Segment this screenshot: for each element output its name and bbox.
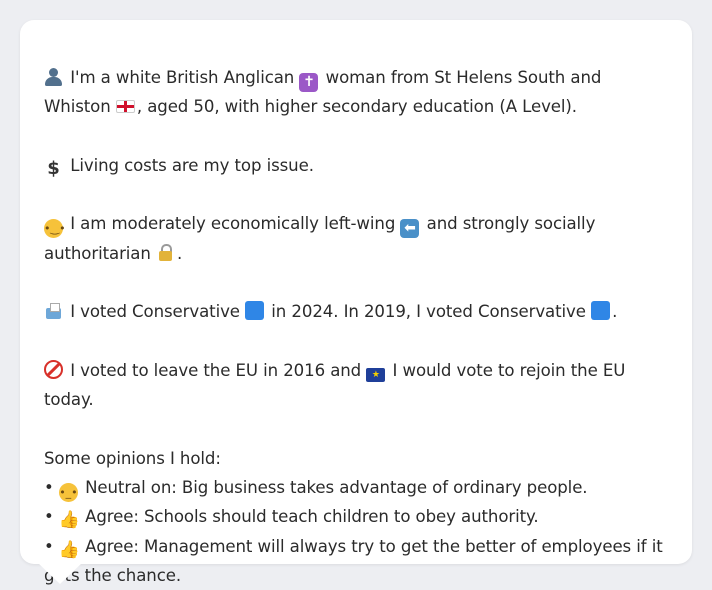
speech-bubble-tail (38, 563, 82, 584)
opinion-text: Agree: Schools should teach children to … (85, 507, 539, 527)
intro-text-b: woman from St Helens South and Whiston (44, 68, 602, 117)
intro-text-c: , aged 50, with higher secondary educati… (136, 97, 577, 117)
ideology-text-b: and strongly socially authoritarian (44, 214, 596, 263)
latin-cross-icon: ✝ (299, 73, 319, 92)
thinking-face-icon: •‿• (44, 219, 66, 239)
opinion-text: Neutral on: Big business takes advantage… (85, 478, 588, 498)
ideology-paragraph: •‿• I am moderately economically left-wi… (44, 209, 668, 268)
blue-square-icon (591, 301, 611, 321)
brexit-paragraph: I voted to leave the EU in 2016 and ★ I … (44, 356, 668, 415)
thumbs-up-icon: 👍 (58, 539, 80, 560)
thumbs-up-icon: 👍 (58, 510, 80, 531)
intro-paragraph: I'm a white British Anglican ✝ woman fro… (44, 63, 668, 122)
left-arrow-icon: ⬅ (400, 219, 420, 239)
brexit-text-a: I voted to leave the EU in 2016 and (70, 360, 362, 380)
votes-paragraph: I voted Conservative in 2024. In 2019, I… (44, 297, 668, 326)
neutral-face-icon: •_• (58, 483, 78, 503)
votes-text-a: I voted Conservative (70, 302, 240, 322)
bullet: • (44, 478, 54, 498)
blue-square-icon (245, 301, 265, 321)
eu-flag-icon: ★ (366, 367, 386, 382)
persona-text: I'm a white British Anglican ✝ woman fro… (44, 63, 668, 590)
opinion-item: • •_• Neutral on: Big business takes adv… (44, 473, 668, 503)
ideology-text-a: I am moderately economically left-wing (70, 214, 396, 234)
opinion-item: • 👍 Agree: Management will always try to… (44, 532, 668, 590)
ballot-box-icon (44, 301, 63, 320)
england-flag-icon (115, 100, 135, 114)
bullet: • (44, 507, 54, 527)
opinion-text: Agree: Management will always try to get… (44, 536, 663, 586)
opinions-heading: Some opinions I hold: (44, 448, 221, 468)
dollar-sign-icon: $ (47, 157, 60, 179)
prohibited-icon (44, 359, 63, 379)
ideology-text-c: . (176, 243, 183, 263)
issue-paragraph: $ Living costs are my top issue. (44, 151, 668, 180)
intro-text-a: I'm a white British Anglican (70, 68, 295, 87)
issue-text: Living costs are my top issue. (70, 155, 314, 175)
bullet: • (44, 536, 54, 556)
votes-text-b: in 2024. In 2019, I voted Conservative (271, 302, 586, 322)
brexit-text-b: I would vote to rejoin the EU today. (44, 360, 626, 410)
opinion-item: • 👍 Agree: Schools should teach children… (44, 502, 668, 531)
votes-text-c: . (612, 302, 618, 322)
persona-message-card: I'm a white British Anglican ✝ woman fro… (20, 20, 692, 585)
lock-icon (156, 243, 175, 262)
person-silhouette-icon (44, 67, 63, 86)
